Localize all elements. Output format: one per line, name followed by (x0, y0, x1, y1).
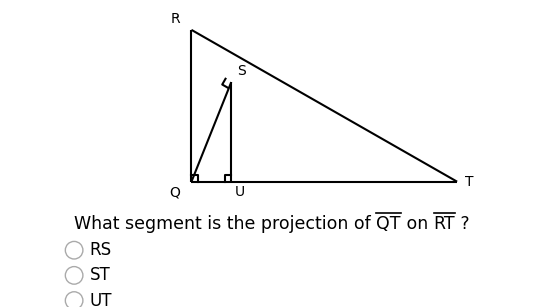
Text: ?: ? (455, 215, 470, 233)
Text: QT: QT (377, 215, 401, 233)
Text: T: T (464, 175, 473, 189)
Text: Q: Q (169, 185, 180, 200)
Text: RS: RS (89, 241, 111, 259)
Text: ST: ST (89, 266, 110, 284)
Text: RT: RT (434, 215, 455, 233)
Text: S: S (237, 64, 246, 78)
Text: on: on (401, 215, 434, 233)
Text: What segment is the projection of: What segment is the projection of (74, 215, 377, 233)
Text: UT: UT (89, 292, 112, 307)
Text: R: R (170, 12, 180, 26)
Text: U: U (235, 185, 245, 200)
